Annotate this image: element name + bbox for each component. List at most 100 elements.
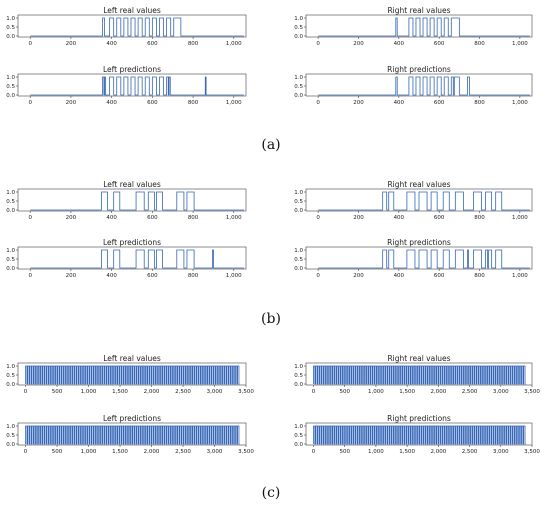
x-tick-label: 400	[106, 273, 117, 279]
x-tick-label: 800	[188, 100, 199, 106]
subplot: Left predictions 0.0 0.5 1.0 0 500 1,000 1,500 2…	[6, 414, 254, 455]
axes-frame	[305, 188, 533, 212]
y-tick-label: 0.5	[294, 84, 303, 90]
axes-frame	[305, 14, 533, 38]
x-tick-label: 3,500	[238, 449, 254, 455]
subplot-title: Right predictions	[387, 414, 451, 423]
subplot: Left real values 0.0 0.5 1.0 0 200 400 600 800 1,…	[6, 180, 247, 221]
y-tick-label: 0.5	[6, 257, 15, 263]
y-tick-label: 1.0	[6, 190, 15, 196]
series-line	[30, 249, 244, 269]
x-tick-label: 2,500	[462, 389, 478, 395]
x-tick-label: 0	[316, 41, 320, 47]
y-tick-label: 0.0	[294, 93, 303, 99]
x-tick-label: 1,500	[399, 449, 415, 455]
axes-frame	[17, 422, 247, 446]
y-tick-label: 1.0	[294, 190, 303, 196]
x-tick-label: 1,000	[512, 41, 528, 47]
y-tick-label: 0.0	[6, 34, 15, 40]
x-tick-label: 0	[28, 100, 32, 106]
series-line	[30, 191, 244, 211]
x-tick-label: 1,500	[399, 389, 415, 395]
x-tick-label: 600	[147, 100, 158, 106]
y-tick-label: 0.5	[294, 257, 303, 263]
subplot: Right predictions 0.0 0.5 1.0 0 200 400 600 800 1…	[294, 238, 533, 279]
x-tick-label: 0	[316, 215, 320, 221]
x-tick-label: 0	[28, 215, 32, 221]
y-tick-label: 0.5	[6, 373, 15, 379]
x-tick-label: 600	[434, 100, 445, 106]
y-tick-label: 0.0	[6, 266, 15, 272]
axes-frame	[305, 73, 533, 97]
x-tick-label: 3,500	[524, 449, 540, 455]
subplot-title: Right real values	[387, 180, 450, 189]
x-tick-label: 600	[434, 273, 445, 279]
x-tick-label: 0	[28, 41, 32, 47]
panel-label-a: (a)	[261, 137, 281, 153]
x-tick-label: 500	[339, 449, 350, 455]
x-tick-label: 800	[188, 41, 199, 47]
x-tick-label: 2,500	[462, 449, 478, 455]
y-tick-label: 0.0	[6, 208, 15, 214]
x-tick-label: 600	[147, 273, 158, 279]
subplot-title: Left predictions	[103, 65, 161, 74]
series-line	[318, 191, 530, 211]
x-tick-label: 1,000	[81, 389, 97, 395]
axes-frame	[17, 73, 247, 97]
axes-frame	[17, 362, 247, 386]
y-tick-label: 1.0	[6, 75, 15, 81]
series-line	[318, 17, 530, 37]
y-tick-label: 1.0	[6, 364, 15, 370]
axes-frame	[305, 422, 533, 446]
x-tick-label: 200	[66, 100, 77, 106]
subplot: Left predictions 0.0 0.5 1.0 0 200 400 600 800 1,…	[6, 238, 247, 279]
x-tick-label: 400	[394, 100, 405, 106]
y-tick-label: 1.0	[6, 248, 15, 254]
y-tick-label: 0.0	[294, 34, 303, 40]
subplot: Right predictions 0.0 0.5 1.0 0 500 1,000 1,500…	[294, 414, 540, 455]
x-tick-label: 200	[353, 100, 364, 106]
x-tick-label: 500	[52, 389, 63, 395]
x-tick-label: 1,000	[226, 100, 242, 106]
y-tick-label: 0.0	[294, 382, 303, 388]
subplot-title: Left real values	[103, 6, 161, 15]
x-tick-label: 2,500	[175, 449, 191, 455]
x-tick-label: 1,500	[112, 449, 128, 455]
y-tick-label: 0.5	[6, 84, 15, 90]
x-tick-label: 400	[394, 273, 405, 279]
series-line	[25, 425, 240, 445]
y-tick-label: 0.0	[294, 208, 303, 214]
x-tick-label: 1,000	[81, 449, 97, 455]
subplot: Left real values 0.0 0.5 1.0 0 200 400 600 800 1,…	[6, 6, 247, 47]
y-tick-label: 1.0	[294, 424, 303, 430]
x-tick-label: 0	[316, 273, 320, 279]
y-tick-label: 0.0	[6, 382, 15, 388]
subplot: Right real values 0.0 0.5 1.0 0 200 400 600 800 1…	[294, 6, 533, 47]
x-tick-label: 3,000	[207, 449, 223, 455]
series-line	[25, 365, 240, 385]
y-tick-label: 0.5	[6, 433, 15, 439]
panel-label-c: (c)	[261, 485, 281, 501]
y-tick-label: 0.0	[6, 442, 15, 448]
x-tick-label: 500	[52, 449, 63, 455]
x-tick-label: 1,000	[226, 215, 242, 221]
x-tick-label: 0	[24, 449, 28, 455]
x-tick-label: 2,000	[144, 449, 160, 455]
x-tick-label: 1,000	[368, 389, 384, 395]
x-tick-label: 3,500	[524, 389, 540, 395]
x-tick-label: 600	[147, 41, 158, 47]
y-tick-label: 0.5	[6, 25, 15, 31]
series-line	[318, 76, 530, 96]
x-tick-label: 800	[474, 41, 485, 47]
x-tick-label: 800	[188, 215, 199, 221]
y-tick-label: 0.5	[294, 25, 303, 31]
subplot-title: Right predictions	[387, 238, 451, 247]
x-tick-label: 1,000	[226, 41, 242, 47]
y-tick-label: 0.5	[294, 199, 303, 205]
x-tick-label: 3,500	[238, 389, 254, 395]
x-tick-label: 800	[474, 215, 485, 221]
x-tick-label: 200	[353, 41, 364, 47]
x-tick-label: 200	[353, 215, 364, 221]
x-tick-label: 1,500	[112, 389, 128, 395]
